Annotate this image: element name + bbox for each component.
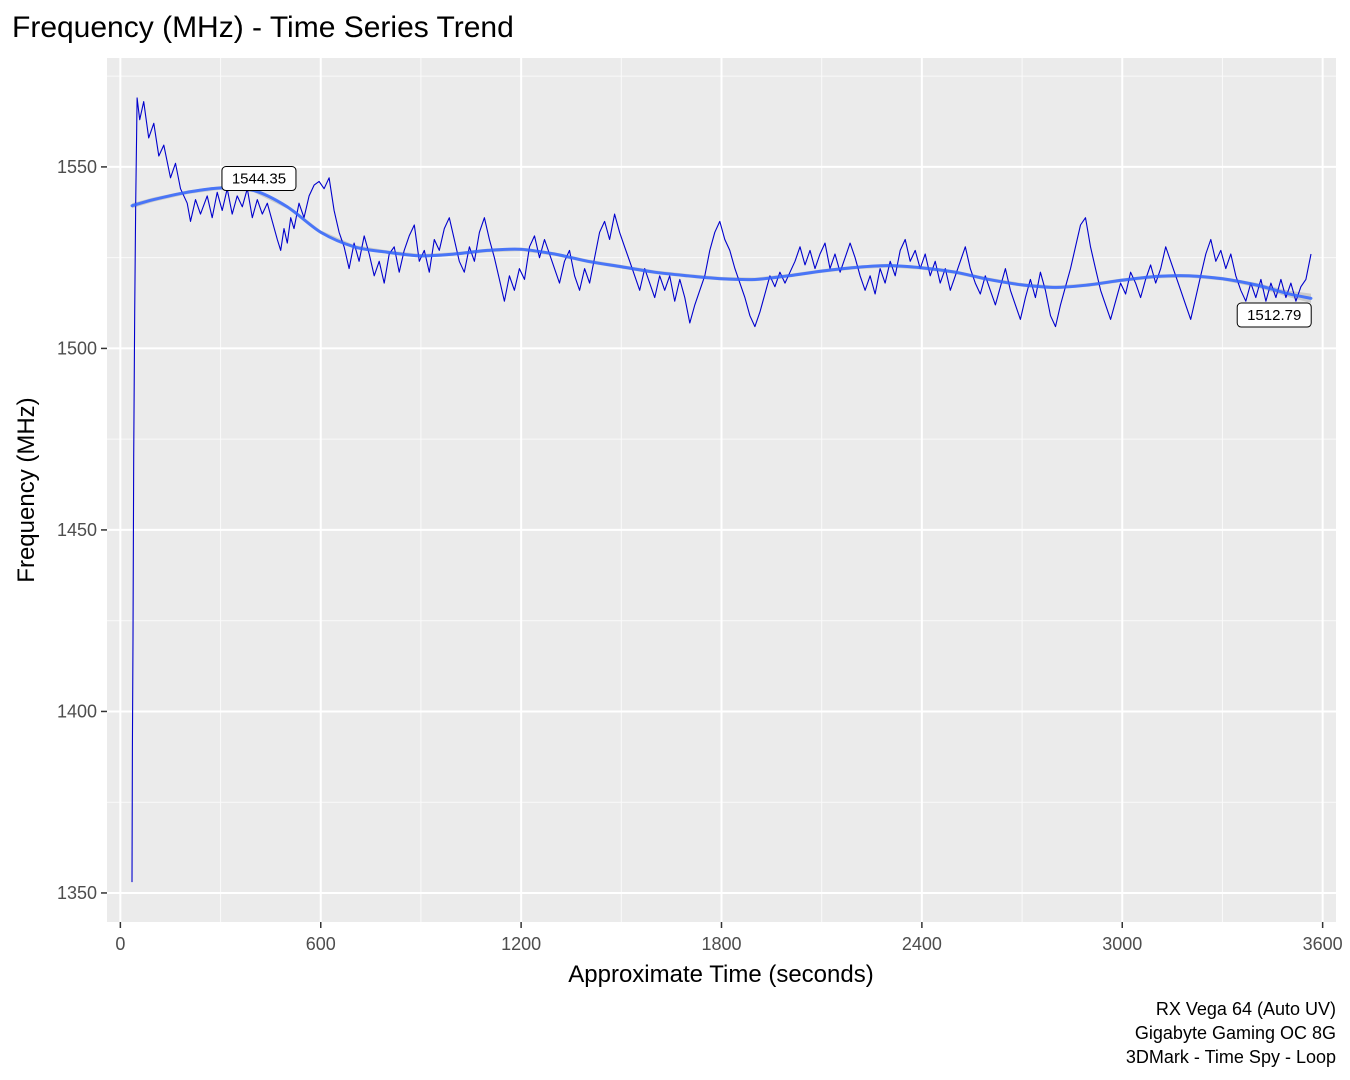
x-tick-label: 3000 [1102, 934, 1142, 954]
caption-line-2: Gigabyte Gaming OC 8G [1135, 1023, 1336, 1043]
series-layer [130, 97, 1313, 883]
y-axis: 1350 1400 1450 1500 1550 [57, 157, 107, 903]
y-tick-label: 1350 [57, 883, 97, 903]
y-tick-label: 1550 [57, 157, 97, 177]
y-tick-label: 1450 [57, 520, 97, 540]
x-tick-label: 600 [306, 934, 336, 954]
x-axis: 0 600 1200 1800 2400 3000 3600 [115, 922, 1343, 954]
x-tick-label: 2400 [902, 934, 942, 954]
x-tick-label: 1200 [501, 934, 541, 954]
y-tick-label: 1500 [57, 338, 97, 358]
x-tick-label: 0 [115, 934, 125, 954]
trend-line [130, 186, 1313, 300]
annotation-layer: 1544.35 1512.79 [221, 166, 1312, 328]
x-tick-label: 1800 [701, 934, 741, 954]
annotation-label: 1544.35 [232, 171, 286, 188]
chart-title: Frequency (MHz) - Time Series Trend [12, 11, 514, 44]
x-tick-label: 3600 [1303, 934, 1343, 954]
caption-line-1: RX Vega 64 (Auto UV) [1156, 999, 1336, 1019]
annotation-label: 1512.79 [1247, 307, 1301, 324]
x-axis-title: Approximate Time (seconds) [568, 961, 873, 988]
y-tick-label: 1400 [57, 701, 97, 721]
y-axis-title: Frequency (MHz) [13, 397, 40, 582]
annotation-box [221, 166, 297, 192]
annotation-box [1236, 302, 1312, 328]
raw-frequency-line [131, 97, 1312, 883]
caption-line-3: 3DMark - Time Spy - Loop [1126, 1047, 1336, 1067]
major-gridlines [107, 58, 1336, 922]
